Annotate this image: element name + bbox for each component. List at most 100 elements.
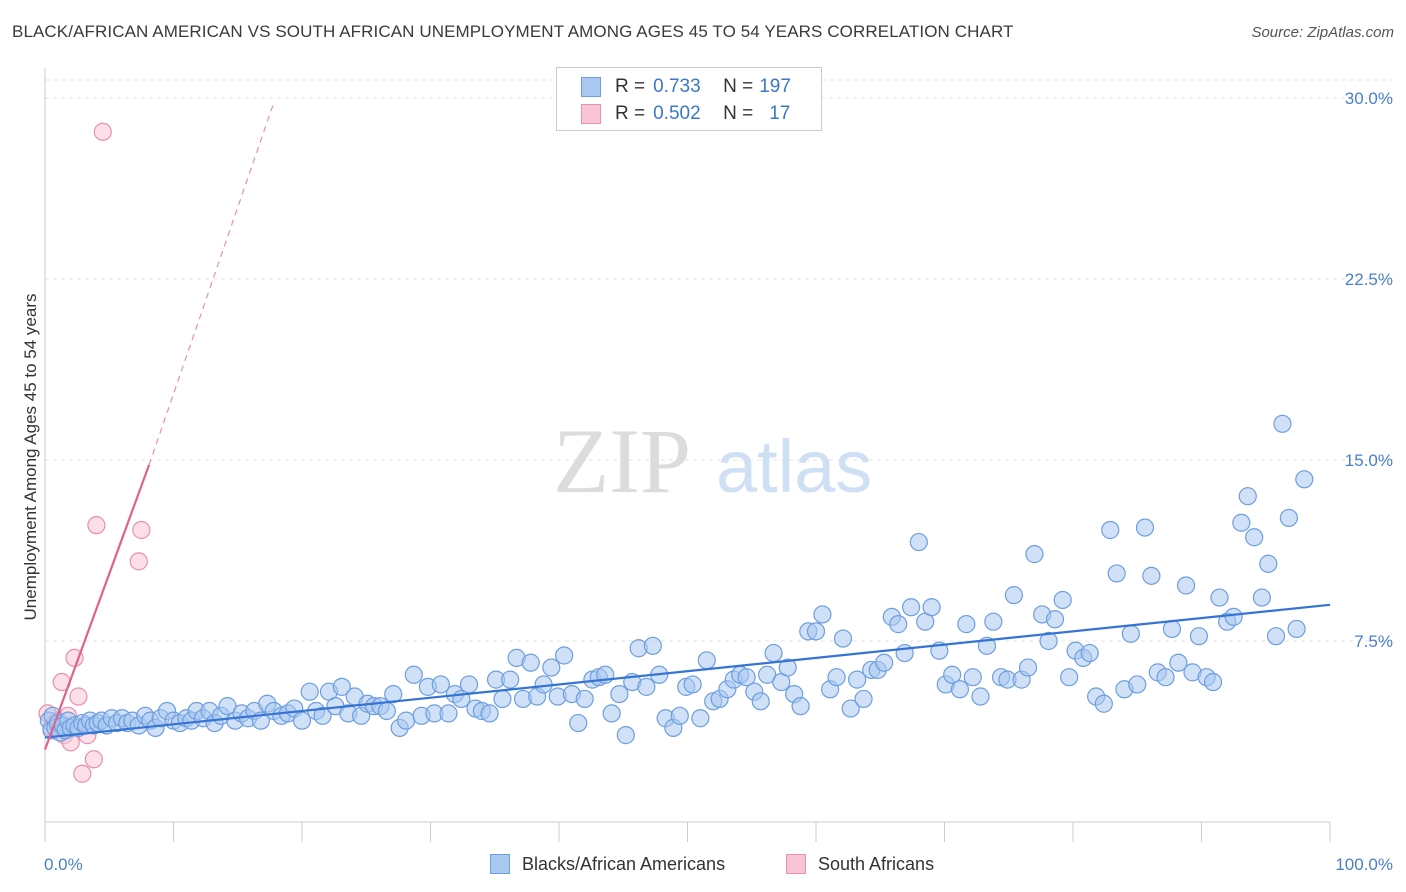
black-african-american-point: [670, 706, 689, 725]
black-african-american-point: [1266, 627, 1286, 646]
legend-n-label: N =: [723, 76, 754, 97]
black-african-american-point: [300, 682, 319, 701]
black-african-american-point: [521, 653, 540, 672]
trend-line-blacks: [44, 603, 1331, 739]
black-african-american-point: [616, 726, 635, 745]
black-african-american-point: [691, 709, 710, 728]
black-african-american-point: [889, 615, 908, 634]
black-african-american-point: [984, 612, 1003, 631]
black-african-american-point: [292, 711, 312, 730]
south-african-point: [93, 122, 112, 141]
legend-r-label: R =: [615, 76, 646, 97]
black-african-american-point: [813, 605, 832, 624]
black-african-american-point: [697, 651, 716, 670]
black-african-american-point: [459, 675, 479, 694]
black-african-american-point: [1142, 566, 1161, 585]
black-african-american-point: [637, 677, 656, 696]
black-african-american-point: [1169, 653, 1188, 672]
trend-line-south-extension: [148, 102, 275, 466]
black-african-american-point: [643, 636, 662, 655]
black-african-american-point: [833, 629, 853, 648]
black-african-american-point: [1101, 520, 1120, 540]
black-african-american-point: [1025, 545, 1044, 564]
black-african-american-point: [575, 689, 594, 709]
legend-r-label: R =: [615, 103, 646, 124]
south-african-point: [73, 764, 92, 783]
black-african-american-point: [683, 675, 702, 694]
black-african-american-point: [396, 711, 416, 730]
black-african-american-point: [1232, 513, 1251, 532]
black-african-american-point: [841, 699, 860, 718]
watermark: ZIP atlas: [553, 410, 872, 512]
bottom-legend-label-blacks: Blacks/African Americans: [522, 853, 726, 874]
legend-n-value: 197: [759, 76, 791, 97]
black-african-american-point: [1176, 576, 1196, 595]
black-african-american-point: [377, 701, 396, 721]
black-african-american-point: [404, 665, 423, 684]
y-tick-label: 15.0%: [1345, 451, 1393, 470]
black-african-american-point: [1128, 675, 1147, 694]
legend-n-label: N =: [723, 103, 754, 124]
x-tick-labels: 0.0% 100.0%: [44, 855, 1393, 874]
black-african-american-point: [875, 653, 894, 672]
black-african-american-point: [943, 665, 962, 684]
black-african-american-point: [610, 684, 629, 704]
black-african-american-point: [758, 665, 777, 684]
trend-line-south: [43, 464, 151, 750]
bottom-legend-blacks: Blacks/African Americans: [490, 852, 725, 876]
black-african-american-point: [909, 532, 928, 552]
black-african-american-point: [332, 677, 351, 696]
south-african-point: [87, 516, 106, 535]
black-african-american-point: [1295, 470, 1314, 489]
legend-row-south: R = 0.502 N = 17: [581, 102, 790, 126]
bottom-legend-label-south: South Africans: [818, 853, 935, 874]
black-african-american-point: [493, 689, 512, 709]
black-african-american-point: [1156, 668, 1175, 687]
trend-lines: [43, 102, 1331, 750]
black-african-american-point: [1210, 588, 1229, 607]
black-african-american-point: [555, 646, 574, 665]
axes: [44, 68, 1331, 842]
black-african-american-point: [1018, 658, 1038, 677]
watermark-atlas: atlas: [716, 425, 872, 508]
black-african-american-point: [501, 670, 520, 689]
black-african-american-point: [1203, 672, 1223, 692]
black-african-american-point: [1053, 590, 1072, 610]
chart-title: BLACK/AFRICAN AMERICAN VS SOUTH AFRICAN …: [12, 22, 1014, 41]
black-african-american-point: [1121, 624, 1140, 643]
black-african-american-point: [922, 598, 941, 617]
black-african-american-point: [1252, 588, 1271, 607]
south-african-points: [38, 122, 151, 783]
legend-r-value: 0.733: [653, 76, 701, 97]
watermark-zip: ZIP: [553, 410, 691, 512]
x-tick-label: 100.0%: [1335, 855, 1393, 874]
gridlines: [45, 79, 1392, 642]
black-african-american-point: [827, 668, 846, 687]
south-african-point: [84, 750, 103, 769]
black-african-american-point: [542, 658, 561, 677]
y-axis-label: Unemployment Among Ages 45 to 54 years: [21, 294, 40, 621]
black-african-american-point: [957, 615, 976, 634]
black-african-american-point: [1287, 619, 1306, 639]
black-african-american-point: [1245, 528, 1264, 547]
black-african-american-point: [764, 643, 783, 663]
black-african-american-point: [737, 668, 756, 687]
black-african-american-point: [1107, 564, 1126, 583]
south-african-point: [132, 520, 151, 540]
y-tick-label: 7.5%: [1354, 632, 1393, 651]
y-tick-label: 30.0%: [1345, 89, 1393, 108]
black-african-american-point: [439, 704, 458, 723]
black-african-american-point: [778, 658, 797, 677]
black-african-american-point: [806, 622, 826, 641]
black-african-american-point: [1224, 607, 1243, 626]
black-african-american-point: [854, 689, 873, 709]
black-african-american-point: [1162, 619, 1182, 639]
black-african-american-point: [1045, 610, 1065, 629]
black-african-american-point: [1039, 631, 1058, 651]
legend-swatch-south: [581, 104, 601, 124]
black-african-american-point: [1080, 643, 1099, 663]
y-tick-label: 22.5%: [1345, 270, 1393, 289]
bottom-legend-swatch-blacks: [490, 854, 510, 874]
black-african-american-point: [791, 697, 810, 716]
